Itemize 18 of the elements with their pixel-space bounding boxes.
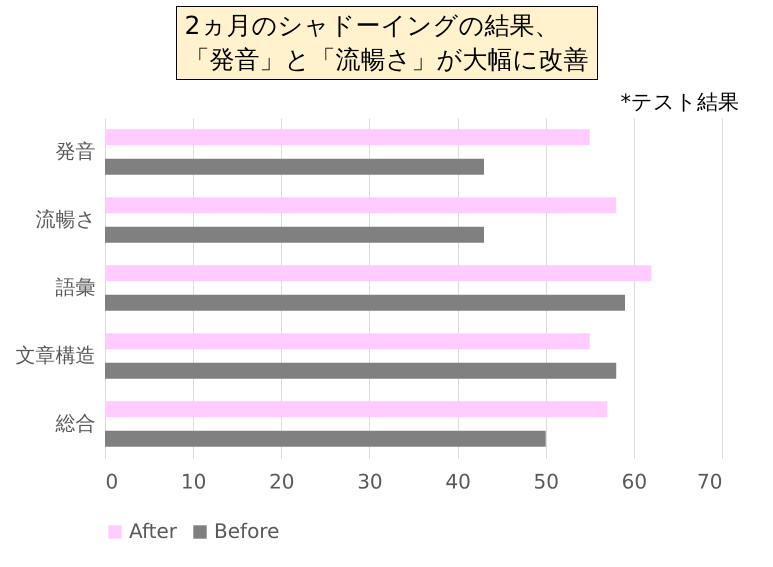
y-tick-label: 文章構造 xyxy=(16,343,96,367)
y-tick-label: 流暢さ xyxy=(36,207,96,231)
x-tick-label: 60 xyxy=(622,470,648,494)
x-tick-label: 30 xyxy=(357,470,383,494)
x-tick-label: 50 xyxy=(533,470,559,494)
y-tick-label: 発音 xyxy=(56,139,96,163)
chart-title: 2ヵ月のシャドーイングの結果、 xyxy=(184,10,560,42)
text: *テスト結果 xyxy=(620,89,739,116)
legend-label: Before xyxy=(214,519,280,543)
chart-subtitle: 「発音」と「流暢さ」が大幅に改善 xyxy=(184,44,588,76)
x-tick-label: 0 xyxy=(106,470,118,494)
y-tick-label: 語彙 xyxy=(56,275,96,299)
y-tick-label: 総合 xyxy=(54,411,96,435)
legend-label: After xyxy=(129,519,178,543)
x-tick-label: 10 xyxy=(180,470,206,494)
x-tick-label: 40 xyxy=(445,470,471,494)
x-tick-label: 20 xyxy=(269,470,295,494)
x-tick-label: 70 xyxy=(697,470,722,494)
